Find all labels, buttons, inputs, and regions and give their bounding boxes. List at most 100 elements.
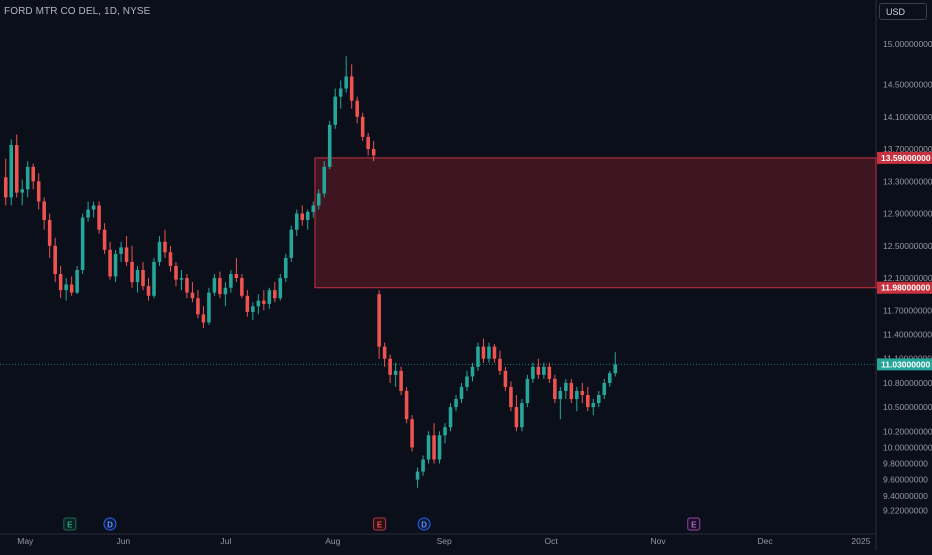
candle[interactable] [498, 350, 502, 375]
candle[interactable] [316, 189, 321, 210]
candle[interactable] [256, 294, 261, 315]
candle[interactable] [102, 223, 107, 254]
candle[interactable] [124, 236, 129, 266]
candle[interactable] [3, 158, 8, 206]
candle[interactable] [135, 265, 140, 293]
candle[interactable] [152, 257, 156, 299]
candle[interactable] [80, 213, 85, 275]
candle[interactable] [553, 374, 557, 404]
candle[interactable] [371, 140, 376, 162]
candle[interactable] [146, 278, 151, 301]
candle[interactable] [531, 362, 535, 383]
candle[interactable] [311, 201, 316, 218]
earnings-event-icon[interactable]: E [63, 517, 77, 531]
candle[interactable] [487, 342, 491, 363]
candle[interactable] [382, 342, 387, 367]
candle[interactable] [300, 205, 305, 226]
candle[interactable] [53, 237, 57, 283]
candle[interactable] [432, 423, 436, 464]
candle[interactable] [305, 209, 310, 230]
supply-zone[interactable] [314, 157, 877, 289]
candle[interactable] [547, 362, 552, 383]
candle[interactable] [69, 276, 74, 296]
candle[interactable] [393, 362, 398, 387]
candle[interactable] [322, 161, 327, 198]
candle[interactable] [454, 395, 458, 412]
candle[interactable] [245, 290, 250, 317]
candle[interactable] [596, 390, 601, 408]
candle[interactable] [503, 366, 508, 391]
candle[interactable] [196, 290, 200, 319]
candle[interactable] [119, 241, 123, 262]
candle[interactable] [273, 282, 277, 303]
candle[interactable] [179, 270, 184, 291]
candle[interactable] [426, 431, 431, 464]
candle[interactable] [520, 399, 524, 432]
candle[interactable] [212, 274, 217, 296]
candle[interactable] [443, 423, 447, 444]
candle[interactable] [575, 386, 579, 412]
candle[interactable] [47, 213, 52, 258]
candle[interactable] [509, 381, 513, 412]
candle[interactable] [327, 120, 332, 170]
candle[interactable] [75, 265, 79, 295]
candle[interactable] [366, 132, 370, 156]
candle[interactable] [410, 415, 414, 452]
currency-button[interactable]: USD [879, 3, 927, 20]
candle[interactable] [294, 209, 299, 237]
candle[interactable] [168, 245, 173, 272]
candle[interactable] [613, 352, 618, 377]
candle[interactable] [25, 161, 30, 198]
earnings-event-icon[interactable]: E [687, 517, 701, 531]
candle[interactable] [349, 64, 354, 109]
candle[interactable] [421, 455, 425, 476]
candle[interactable] [459, 382, 464, 404]
candle[interactable] [437, 431, 442, 464]
candle[interactable] [470, 362, 475, 382]
candle[interactable] [448, 403, 453, 432]
candle[interactable] [218, 271, 222, 299]
candle[interactable] [284, 253, 288, 283]
candle[interactable] [564, 378, 568, 400]
candle[interactable] [338, 80, 343, 109]
candle[interactable] [355, 96, 359, 124]
candle[interactable] [415, 467, 420, 488]
candle[interactable] [174, 261, 178, 287]
candle[interactable] [141, 261, 145, 291]
candle[interactable] [262, 290, 266, 311]
candle[interactable] [267, 287, 272, 309]
candle[interactable] [157, 236, 162, 266]
candle[interactable] [465, 370, 469, 391]
candle[interactable] [377, 290, 381, 359]
candle[interactable] [360, 112, 365, 141]
candle[interactable] [185, 274, 189, 299]
candle[interactable] [201, 306, 206, 329]
candle[interactable] [163, 229, 167, 258]
candle[interactable] [251, 302, 255, 320]
candle[interactable] [207, 287, 211, 325]
candle[interactable] [36, 173, 41, 210]
candle[interactable] [586, 386, 590, 412]
candle[interactable] [240, 274, 244, 299]
dividend-event-icon[interactable]: D [103, 517, 117, 531]
candle[interactable] [492, 344, 497, 363]
candle[interactable] [130, 245, 134, 288]
candle[interactable] [234, 257, 239, 283]
candle[interactable] [333, 88, 337, 129]
candle[interactable] [542, 362, 546, 379]
candle[interactable] [399, 366, 403, 395]
candle[interactable] [58, 265, 63, 299]
candle[interactable] [536, 358, 541, 379]
candle[interactable] [278, 274, 283, 301]
candle[interactable] [229, 270, 233, 293]
candle[interactable] [607, 370, 612, 387]
candle[interactable] [591, 399, 596, 416]
candle[interactable] [108, 241, 112, 280]
candle[interactable] [113, 249, 118, 283]
candle[interactable] [9, 139, 14, 206]
candle[interactable] [525, 374, 530, 408]
candle[interactable] [476, 342, 480, 371]
candle[interactable] [190, 282, 195, 303]
